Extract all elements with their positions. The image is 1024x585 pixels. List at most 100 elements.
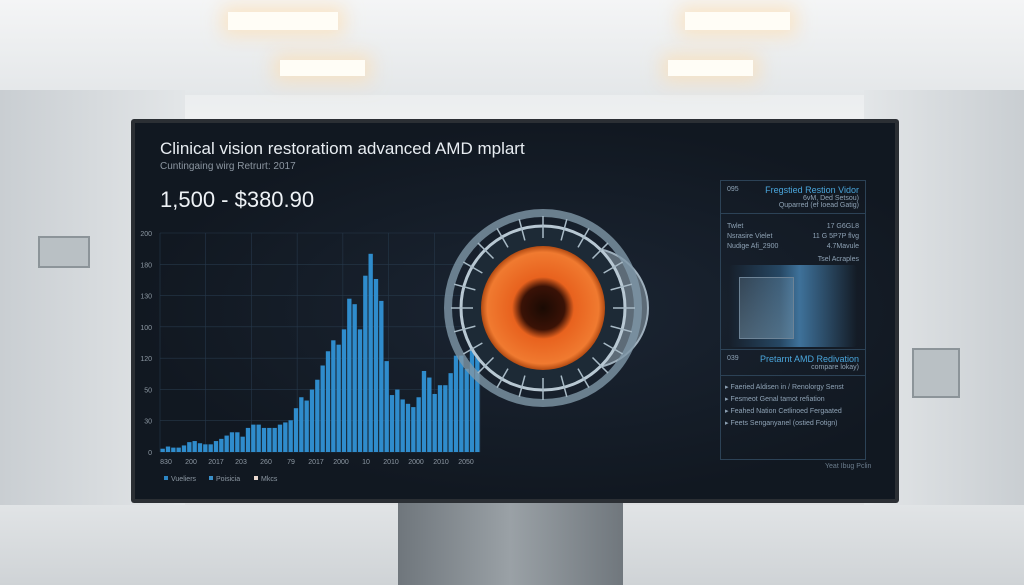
implant-rib (560, 375, 568, 398)
screen: Clinical vision restoratiom advanced AMD… (135, 123, 895, 499)
bar (384, 361, 389, 452)
bar (427, 377, 432, 452)
section-sub: compare lokay) (811, 364, 859, 371)
implant-rib (453, 325, 476, 333)
stat-label: Nudige Afi_2900 (727, 243, 779, 250)
bar (203, 444, 208, 452)
headline-value: 1,500 - $380.90 (160, 187, 315, 212)
implant-rib (453, 283, 476, 291)
section-number: 095 (727, 186, 739, 193)
y-tick-label: 50 (144, 387, 152, 394)
bar (304, 400, 309, 452)
section-title: Pretarnt AMD Redivation (759, 354, 859, 364)
panel-footer: Yeat Ibug Pclin (825, 463, 872, 470)
implant-rib (518, 375, 526, 398)
iris-icon (481, 246, 605, 370)
bullet-item: ▸ Feets Senganyanel (ostied Fotign) (725, 420, 838, 427)
implant-rib (591, 242, 609, 260)
legend-swatch (254, 476, 258, 480)
bar (400, 399, 405, 452)
bar (325, 351, 331, 452)
x-tick-label: 203 (235, 459, 247, 466)
bar (395, 389, 400, 452)
bar (240, 436, 245, 452)
bar (416, 397, 421, 452)
implant-rib (603, 342, 624, 355)
bar (405, 403, 411, 452)
legend-swatch (209, 476, 213, 480)
bar (336, 344, 341, 452)
bar (448, 373, 453, 452)
implant-outer-ring-icon (444, 209, 642, 407)
bar (256, 424, 261, 452)
bar (421, 370, 427, 452)
ceiling-light (685, 12, 790, 30)
bar (213, 441, 219, 452)
bar (277, 424, 283, 452)
bar (171, 447, 176, 452)
stat-value: 4.7Mavule (826, 243, 859, 250)
y-tick-label: 0 (148, 450, 152, 457)
bar (299, 397, 304, 452)
bar (267, 427, 272, 452)
wave-label: Tsel Acraples (817, 256, 859, 263)
bar (192, 441, 197, 452)
implant-rib (518, 218, 526, 241)
implant-rib (496, 368, 509, 389)
bar (459, 355, 464, 452)
x-tick-label: 2000 (333, 459, 349, 466)
x-tick-label: 2017 (208, 459, 224, 466)
implant-rib (577, 227, 590, 248)
implant-rib (477, 356, 495, 374)
x-tick-label: 2010 (433, 459, 449, 466)
waveform-box (739, 277, 794, 339)
stat-label: Nsrasire Vielet (727, 233, 773, 240)
section-line: Quparred (ef Ioead Gatig) (778, 202, 859, 209)
bar (197, 443, 203, 452)
section-title: Fregstied Restion Vidor (765, 185, 859, 195)
x-tick-label: 260 (260, 459, 272, 466)
legend-label: Mkcs (261, 476, 278, 483)
x-tick-label: 830 (160, 459, 172, 466)
x-tick-label: 200 (185, 459, 197, 466)
implant-rib (591, 356, 609, 374)
wall-monitor-device (38, 236, 90, 268)
page-title: Clinical vision restoratiom advanced AMD… (160, 139, 525, 158)
bullet-item: ▸ Fesmeot Genal tamot refiation (725, 396, 825, 403)
bullet-item: ▸ Feahed Nation Cetlinoed Fergaated (725, 408, 842, 415)
bar (261, 427, 267, 452)
page-subtitle: Cuntingaing wirg Retrurt: 2017 (160, 161, 296, 172)
ceiling-light (228, 12, 338, 30)
info-panel: 095 Fregstied Restion Vidor 6vM, Ded Sets… (720, 180, 866, 460)
wall-dispenser (912, 348, 960, 398)
bar (245, 427, 251, 452)
x-tick-label: 2050 (458, 459, 474, 466)
implant-rib (603, 261, 624, 274)
ceiling-light (280, 60, 365, 76)
panel-section-2: 039 Pretarnt AMD Redivation compare lokay… (721, 349, 865, 376)
bar (288, 420, 293, 452)
legend-label: Poisicia (216, 476, 240, 483)
bar (293, 408, 299, 452)
bar (160, 448, 165, 452)
stat-value: 11 G 5P7P flvg (812, 233, 859, 240)
bar (453, 355, 459, 452)
bar (229, 432, 235, 452)
y-tick-label: 120 (140, 356, 152, 363)
y-tick-label: 200 (140, 231, 152, 238)
bar (357, 329, 363, 452)
legend-label: Vueliers (171, 476, 197, 483)
bar (165, 446, 171, 452)
bar (219, 438, 224, 452)
bar (432, 393, 437, 452)
implant-rib (462, 261, 483, 274)
bar (411, 407, 416, 452)
monitor: Clinical vision restoratiom advanced AMD… (131, 119, 899, 503)
bar (437, 385, 443, 452)
bar (389, 395, 395, 452)
x-tick-label: 2000 (408, 459, 424, 466)
bar (379, 300, 384, 452)
implant-rib (560, 218, 568, 241)
legend-swatch (164, 476, 168, 480)
waveform-graphic (729, 265, 857, 347)
